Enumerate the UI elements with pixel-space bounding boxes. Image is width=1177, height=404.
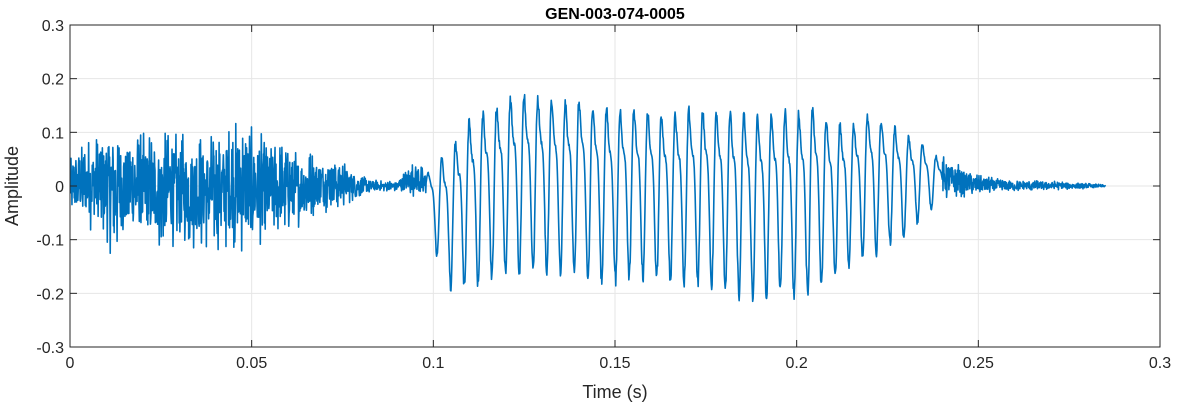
x-tick-label: 0.15 bbox=[599, 355, 630, 372]
y-tick-label: 0.2 bbox=[42, 72, 64, 89]
x-tick-label: 0.25 bbox=[963, 355, 994, 372]
y-tick-labels: -0.3 -0.2 -0.1 0 0.1 0.2 0.3 bbox=[36, 18, 64, 357]
x-tick-label: 0 bbox=[66, 355, 75, 372]
waveform-series-line bbox=[70, 93, 1106, 303]
signal-layer bbox=[70, 93, 1106, 303]
x-tick-label: 0.1 bbox=[422, 355, 444, 372]
axis-ticks bbox=[69, 24, 1161, 348]
x-tick-label: 0.05 bbox=[236, 355, 267, 372]
y-tick-label: -0.1 bbox=[36, 233, 64, 250]
y-tick-label: -0.2 bbox=[36, 286, 64, 303]
y-tick-label: -0.3 bbox=[36, 340, 64, 357]
y-tick-label: 0.1 bbox=[42, 125, 64, 142]
x-tick-label: 0.2 bbox=[786, 355, 808, 372]
x-axis-label: Time (s) bbox=[582, 382, 647, 402]
x-tick-labels: 0 0.05 0.1 0.15 0.2 0.25 0.3 bbox=[66, 355, 1172, 372]
x-tick-label: 0.3 bbox=[1149, 355, 1171, 372]
y-tick-label: 0.3 bbox=[42, 18, 64, 35]
y-axis-label: Amplitude bbox=[2, 146, 22, 226]
chart-title: GEN-003-074-0005 bbox=[545, 6, 685, 23]
y-tick-label: 0 bbox=[55, 179, 64, 196]
